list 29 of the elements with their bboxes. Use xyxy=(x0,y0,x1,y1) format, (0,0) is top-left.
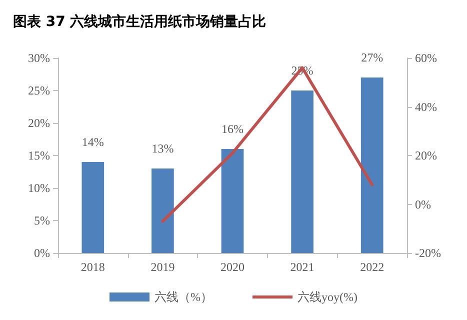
data-label: 14% xyxy=(82,135,104,149)
x-tick-label: 2019 xyxy=(150,260,175,274)
legend-label: 六线yoy(%) xyxy=(298,290,358,304)
y-tick-label: 5% xyxy=(34,214,50,228)
y-tick-label: 20% xyxy=(28,116,50,130)
y-tick-label: 15% xyxy=(28,148,50,162)
y-tick-label: 0% xyxy=(34,246,50,260)
x-tick-label: 2018 xyxy=(80,260,105,274)
x-tick-label: 2020 xyxy=(220,260,244,274)
y-tick-label: 10% xyxy=(28,181,50,195)
data-label: 13% xyxy=(152,142,174,156)
bar xyxy=(291,90,314,253)
legend-label: 六线（%） xyxy=(154,290,213,304)
bar xyxy=(152,168,174,253)
bar xyxy=(82,162,104,253)
bar xyxy=(360,78,384,253)
y-tick-label: 25% xyxy=(28,84,50,98)
y2-tick-label: 60% xyxy=(415,51,437,65)
data-label: 27% xyxy=(361,50,384,64)
x-tick-label: 2022 xyxy=(360,260,384,274)
y-tick-label: 30% xyxy=(28,51,50,65)
x-tick-label: 2021 xyxy=(290,260,314,274)
y2-tick-label: 20% xyxy=(415,148,437,162)
y2-tick-label: 0% xyxy=(415,197,431,212)
y2-tick-label: -20% xyxy=(415,246,441,260)
chart-title: 图表 37 六线城市生活用纸市场销量占比 xyxy=(13,13,266,30)
data-label: 16% xyxy=(222,122,244,136)
y2-tick-label: 40% xyxy=(415,100,437,114)
bar xyxy=(221,149,244,253)
